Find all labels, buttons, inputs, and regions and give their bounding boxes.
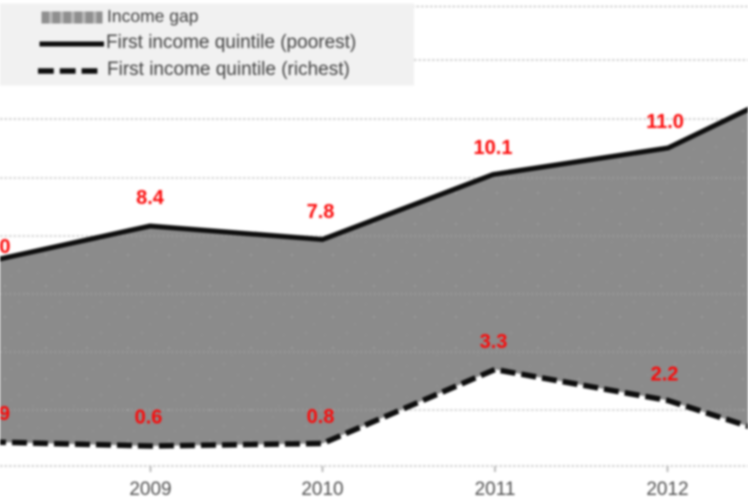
- svg-text:2009: 2009: [129, 479, 171, 498]
- svg-text:2011: 2011: [475, 479, 516, 498]
- svg-text:7.0: 7.0: [0, 236, 11, 258]
- svg-text:0.8: 0.8: [307, 406, 335, 428]
- svg-text:Income gap: Income gap: [107, 6, 198, 26]
- svg-text:2010: 2010: [301, 479, 343, 498]
- svg-text:3.3: 3.3: [480, 331, 508, 353]
- svg-text:First income quintile (poorest: First income quintile (poorest): [106, 32, 356, 53]
- svg-text:0.9: 0.9: [0, 403, 10, 425]
- svg-text:7.8: 7.8: [307, 201, 335, 223]
- svg-text:2.2: 2.2: [651, 364, 679, 386]
- svg-text:2012: 2012: [646, 479, 688, 498]
- svg-text:First income quintile (richest: First income quintile (richest): [107, 59, 350, 80]
- svg-text:8.4: 8.4: [136, 187, 165, 209]
- svg-text:0.6: 0.6: [135, 407, 163, 429]
- svg-text:10.1: 10.1: [474, 137, 513, 159]
- svg-text:11.0: 11.0: [646, 111, 684, 133]
